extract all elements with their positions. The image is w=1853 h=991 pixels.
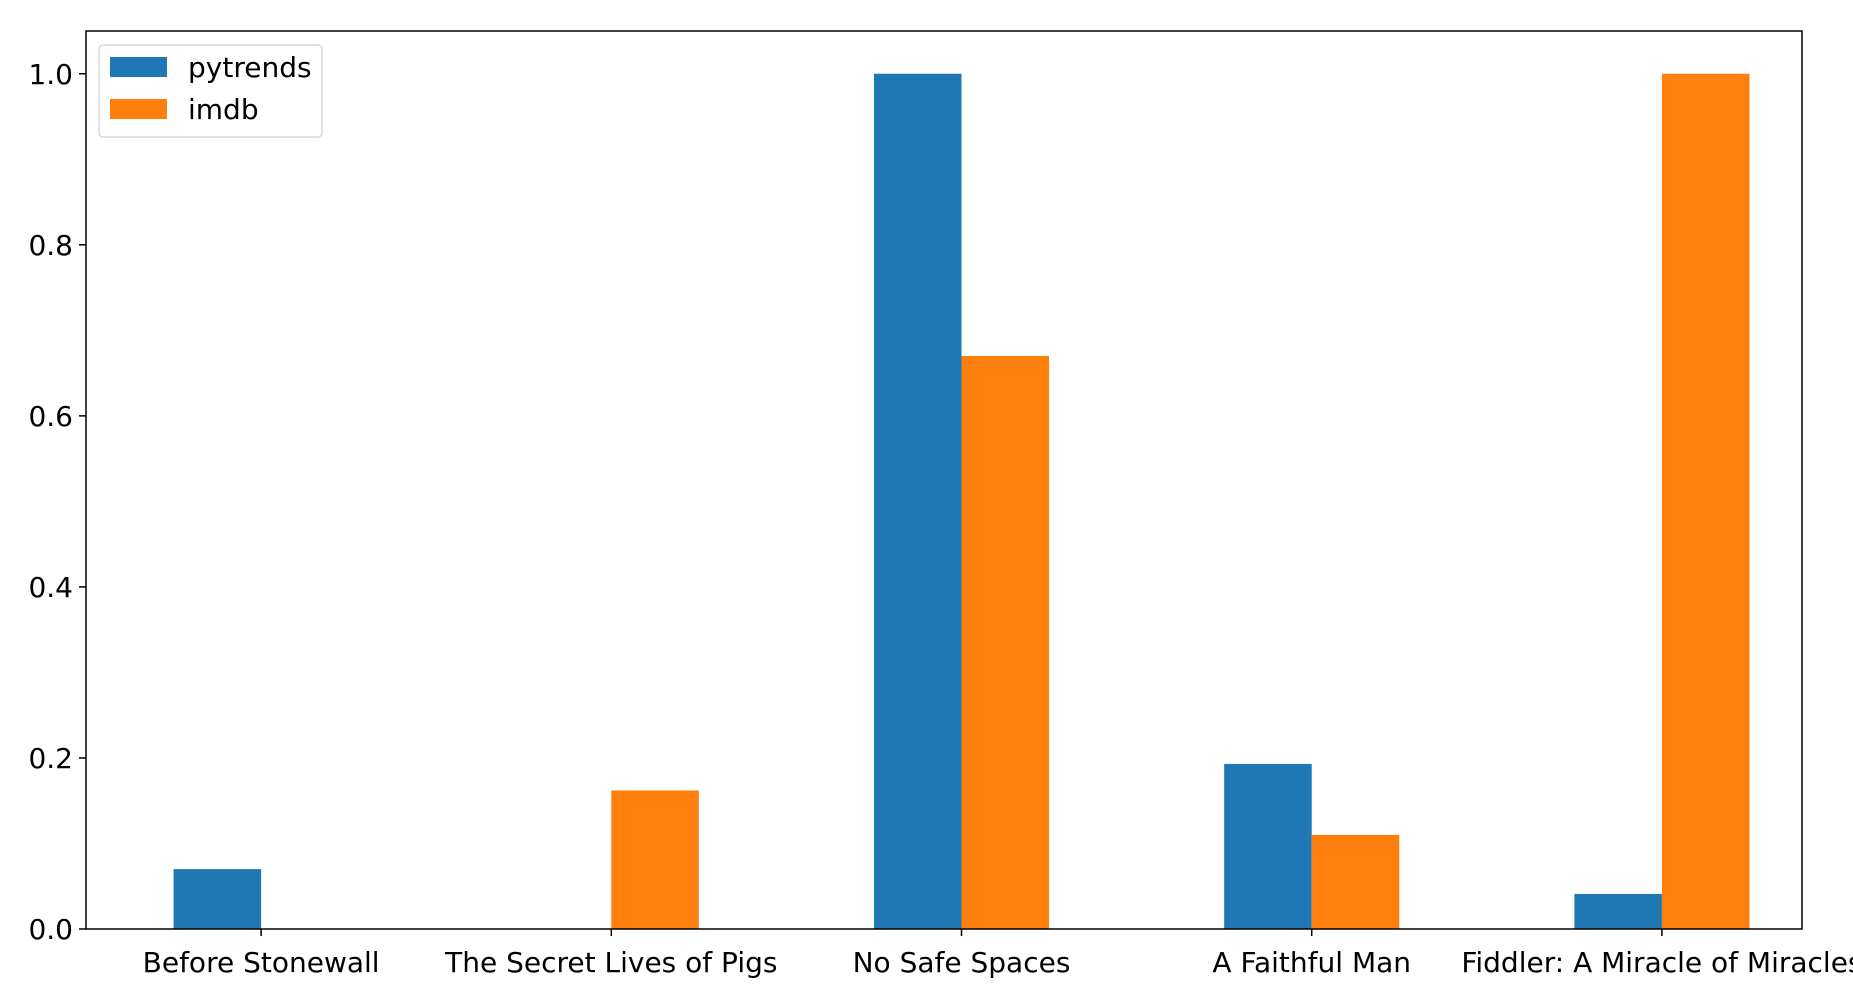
- axes-frame: [85, 30, 1803, 930]
- y-tick-label: 0.4: [28, 571, 73, 604]
- x-tick-label: The Secret Lives of Pigs: [444, 946, 777, 979]
- bar-pytrends-4: [1224, 763, 1312, 929]
- legend-label-pytrends: pytrends: [188, 51, 312, 84]
- x-axis: Before Stonewall The Secret Lives of Pigs…: [143, 929, 1853, 979]
- y-axis: 0.0 0.2 0.4 0.6 0.8 1.0: [28, 58, 86, 946]
- bar-imdb-4: [1311, 834, 1400, 929]
- x-tick-label: Before Stonewall: [143, 946, 380, 979]
- x-tick-label: No Safe Spaces: [853, 946, 1071, 979]
- x-tick-label: A Faithful Man: [1212, 946, 1411, 979]
- y-tick-label: 0.2: [28, 742, 73, 775]
- legend: pytrends imdb: [98, 44, 323, 138]
- legend-swatch-pytrends: [110, 57, 167, 77]
- bars-layer: [173, 73, 1750, 929]
- y-tick-label: 1.0: [28, 58, 73, 91]
- bar-imdb-5: [1661, 73, 1750, 929]
- bar-pytrends-5: [1574, 893, 1662, 929]
- y-tick-label: 0.8: [28, 229, 73, 262]
- legend-swatch-imdb: [110, 99, 167, 119]
- bar-imdb-3: [961, 355, 1050, 929]
- bar-pytrends-3: [873, 73, 962, 929]
- y-tick-label: 0.0: [28, 913, 73, 946]
- y-tick-label: 0.6: [28, 400, 73, 433]
- legend-label-imdb: imdb: [188, 93, 259, 126]
- x-tick-label: Fiddler: A Miracle of Miracles: [1461, 946, 1853, 979]
- bar-imdb-2: [611, 790, 699, 929]
- bar-pytrends-1: [173, 869, 262, 929]
